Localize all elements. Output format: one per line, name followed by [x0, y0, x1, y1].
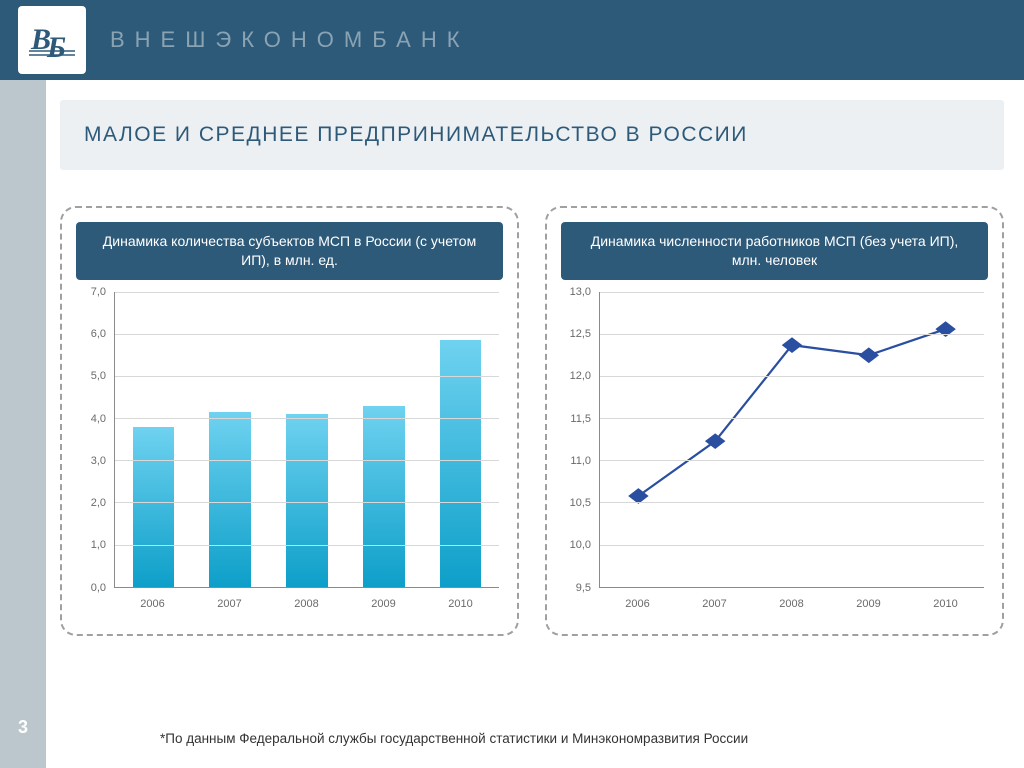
- x-tick-label: 2006: [114, 592, 191, 612]
- y-tick-label: 12,0: [570, 370, 591, 382]
- svg-text:Б: Б: [46, 31, 66, 64]
- y-tick-label: 4,0: [91, 413, 106, 425]
- bar-slot: [115, 292, 192, 587]
- bar-chart-plot: 0,01,02,03,04,05,06,07,0 200620072008200…: [76, 292, 503, 612]
- y-tick-label: 6,0: [91, 328, 106, 340]
- bar-chart-plot-area: [114, 292, 499, 588]
- grid-line: [115, 418, 499, 419]
- y-tick-label: 11,5: [570, 413, 591, 425]
- bar: [209, 412, 250, 587]
- line-chart-title: Динамика численности работников МСП (без…: [561, 222, 988, 280]
- y-tick-label: 3,0: [91, 455, 106, 467]
- x-tick-label: 2009: [345, 592, 422, 612]
- bar: [363, 406, 404, 587]
- line-marker: [782, 337, 802, 353]
- line-series: [638, 329, 945, 496]
- y-tick-label: 10,0: [570, 539, 591, 551]
- line-chart-svg: [600, 292, 984, 587]
- bank-name: ВНЕШЭКОНОМБАНК: [110, 27, 470, 53]
- grid-line: [600, 545, 984, 546]
- grid-line: [600, 418, 984, 419]
- x-tick-label: 2008: [753, 592, 830, 612]
- page-title: МАЛОЕ И СРЕДНЕЕ ПРЕДПРИНИМАТЕЛЬСТВО В РО…: [84, 123, 748, 147]
- line-chart-plot-area: [599, 292, 984, 588]
- line-chart-x-axis: 20062007200820092010: [599, 592, 984, 612]
- x-tick-label: 2007: [676, 592, 753, 612]
- y-tick-label: 9,5: [576, 582, 591, 594]
- bar: [133, 427, 174, 587]
- sidebar-stripe: 3: [0, 80, 46, 768]
- grid-line: [115, 334, 499, 335]
- bar-chart-y-axis: 0,01,02,03,04,05,06,07,0: [76, 292, 110, 588]
- grid-line: [600, 292, 984, 293]
- x-tick-label: 2009: [830, 592, 907, 612]
- charts-row: Динамика количества субъектов МСП в Росс…: [60, 206, 1004, 636]
- bar-slot: [192, 292, 269, 587]
- grid-line: [600, 502, 984, 503]
- x-tick-label: 2006: [599, 592, 676, 612]
- grid-line: [115, 292, 499, 293]
- x-tick-label: 2008: [268, 592, 345, 612]
- footnote: *По данным Федеральной службы государств…: [160, 731, 994, 746]
- x-tick-label: 2010: [422, 592, 499, 612]
- grid-line: [600, 376, 984, 377]
- bar-slot: [345, 292, 422, 587]
- bar-chart-bars: [115, 292, 499, 587]
- grid-line: [115, 460, 499, 461]
- y-tick-label: 5,0: [91, 370, 106, 382]
- bar: [440, 340, 481, 587]
- y-tick-label: 1,0: [91, 539, 106, 551]
- x-tick-label: 2010: [907, 592, 984, 612]
- bar: [286, 414, 327, 587]
- page-number: 3: [0, 717, 46, 738]
- line-chart-panel: Динамика численности работников МСП (без…: [545, 206, 1004, 636]
- logo-monogram-icon: В Б: [25, 13, 79, 67]
- grid-line: [600, 334, 984, 335]
- x-tick-label: 2007: [191, 592, 268, 612]
- y-tick-label: 11,0: [570, 455, 591, 467]
- line-marker: [859, 347, 879, 363]
- bar-slot: [422, 292, 499, 587]
- grid-line: [115, 502, 499, 503]
- title-bar: МАЛОЕ И СРЕДНЕЕ ПРЕДПРИНИМАТЕЛЬСТВО В РО…: [60, 100, 1004, 170]
- y-tick-label: 7,0: [91, 286, 106, 298]
- grid-line: [115, 545, 499, 546]
- grid-line: [115, 376, 499, 377]
- bar-chart-title: Динамика количества субъектов МСП в Росс…: [76, 222, 503, 280]
- logo: В Б: [18, 6, 86, 74]
- y-tick-label: 13,0: [570, 286, 591, 298]
- y-tick-label: 12,5: [570, 328, 591, 340]
- bar-slot: [269, 292, 346, 587]
- bar-chart-panel: Динамика количества субъектов МСП в Росс…: [60, 206, 519, 636]
- grid-line: [600, 460, 984, 461]
- y-tick-label: 0,0: [91, 582, 106, 594]
- line-chart-plot: 9,510,010,511,011,512,012,513,0 20062007…: [561, 292, 988, 612]
- y-tick-label: 2,0: [91, 497, 106, 509]
- header-bar: В Б ВНЕШЭКОНОМБАНК: [0, 0, 1024, 80]
- line-chart-y-axis: 9,510,010,511,011,512,012,513,0: [561, 292, 595, 588]
- y-tick-label: 10,5: [570, 497, 591, 509]
- bar-chart-x-axis: 20062007200820092010: [114, 592, 499, 612]
